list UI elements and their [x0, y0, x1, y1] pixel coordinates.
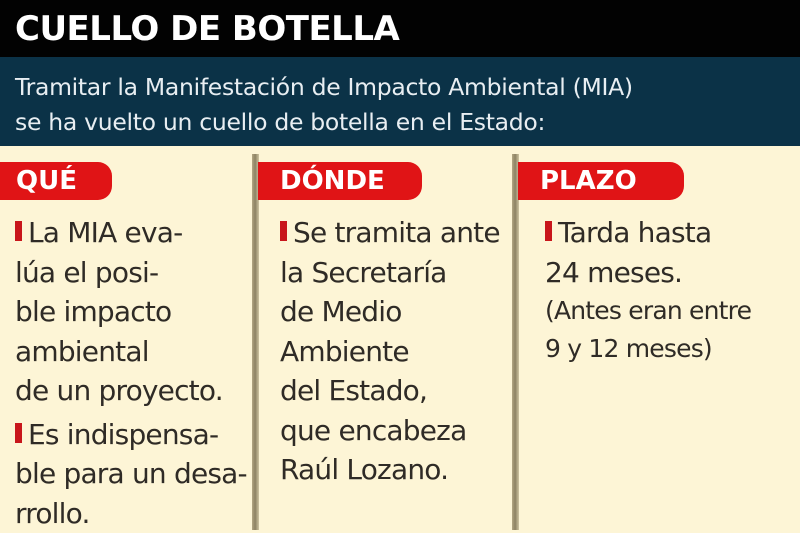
bullet-icon	[545, 221, 552, 241]
text-line: ble impacto	[15, 295, 172, 328]
text-line: la Secretaría	[280, 255, 447, 289]
column-divider	[512, 154, 519, 530]
text-line: Tarda hasta	[545, 213, 751, 253]
bullet-icon	[15, 221, 22, 241]
title-bar: CUELLO DE BOTELLA	[0, 0, 800, 57]
text-line: Es indispensa-	[15, 415, 247, 455]
column-text: Tarda hasta 24 meses. (Antes eran entre …	[545, 213, 752, 368]
text-line: Se tramita ante	[280, 213, 501, 253]
text-line: lúa el posi-	[15, 255, 159, 289]
content-area: QUÉ La MIA eva- lúa el posi- ble impacto…	[0, 146, 800, 533]
note-line: (Antes eran entre	[545, 296, 752, 325]
text-line: de Medio	[280, 295, 402, 328]
column-divider	[252, 154, 259, 530]
text-line: ambiental	[15, 334, 149, 368]
note-line: 9 y 12 meses)	[545, 334, 713, 363]
text-line: ble para un desa-	[15, 457, 248, 490]
column-text: Se tramita ante la Secretaría de Medio A…	[280, 213, 501, 490]
column-text: La MIA eva- lúa el posi- ble impacto amb…	[15, 213, 248, 533]
text-line: 24 meses.	[545, 255, 683, 289]
text-line: del Estado,	[280, 374, 428, 407]
bullet-icon	[280, 221, 287, 241]
text-line: que encabeza	[280, 413, 467, 447]
column-donde: DÓNDE Se tramita ante la Secretaría de M…	[258, 146, 512, 533]
text-line: rrollo.	[15, 496, 90, 530]
text-line: de un proyecto.	[15, 374, 224, 407]
subtitle-line-1: Tramitar la Manifestación de Impacto Amb…	[15, 73, 633, 101]
subtitle-line-2: se ha vuelto un cuello de botella en el …	[15, 108, 546, 136]
text-line: Ambiente	[280, 334, 410, 368]
subtitle-bar: Tramitar la Manifestación de Impacto Amb…	[0, 57, 800, 146]
tag-plazo: PLAZO	[518, 162, 684, 200]
text-line: Raúl Lozano.	[280, 453, 449, 486]
page-title: CUELLO DE BOTELLA	[15, 9, 400, 49]
tag-donde: DÓNDE	[258, 162, 422, 200]
column-que: QUÉ La MIA eva- lúa el posi- ble impacto…	[0, 146, 252, 533]
bullet-icon	[15, 422, 22, 443]
text-line: La MIA eva-	[15, 213, 247, 253]
column-plazo: PLAZO Tarda hasta 24 meses. (Antes eran …	[518, 146, 800, 533]
tag-que: QUÉ	[0, 162, 112, 200]
